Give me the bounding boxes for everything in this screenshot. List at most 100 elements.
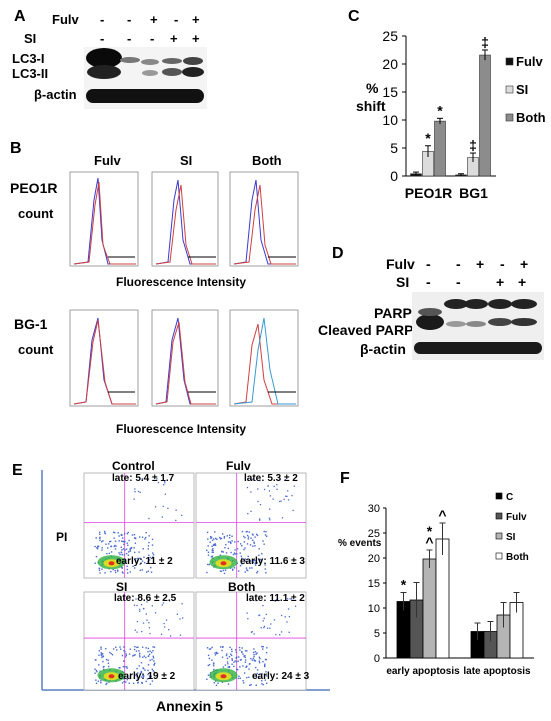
flow-event bbox=[246, 612, 248, 614]
flow-event bbox=[246, 665, 248, 668]
parp-band bbox=[488, 318, 512, 326]
flow-event bbox=[138, 551, 140, 553]
flow-event bbox=[219, 646, 222, 648]
panel-d-si-sign: + bbox=[496, 274, 505, 290]
bar bbox=[435, 538, 450, 659]
panel-a-fulv-sign: - bbox=[127, 12, 132, 27]
flow-event bbox=[150, 566, 152, 569]
flow-event bbox=[124, 651, 126, 653]
flow-event bbox=[102, 540, 104, 542]
flow-event bbox=[150, 651, 153, 654]
flow-event bbox=[168, 629, 170, 631]
flow-event bbox=[230, 654, 233, 657]
flow-event bbox=[148, 653, 151, 656]
flow-event bbox=[264, 568, 266, 570]
flow-event bbox=[255, 533, 258, 536]
density-core bbox=[215, 559, 232, 568]
flow-event bbox=[147, 664, 150, 666]
flow-event bbox=[121, 571, 124, 573]
flow-event bbox=[213, 543, 215, 546]
flow-event bbox=[265, 613, 267, 616]
flow-event bbox=[102, 655, 105, 657]
flow-event bbox=[151, 544, 154, 546]
flow-event bbox=[148, 655, 150, 657]
flow-event bbox=[242, 682, 245, 684]
flow-event bbox=[266, 627, 269, 629]
flow-event bbox=[253, 653, 255, 656]
flow-early-value: early: 11.6 ± 3 bbox=[240, 556, 305, 567]
flow-event bbox=[227, 683, 230, 685]
flow-event bbox=[278, 500, 281, 503]
flow-event bbox=[139, 656, 141, 658]
flow-event bbox=[120, 552, 123, 554]
panel-a-band-label: β-actin bbox=[34, 87, 77, 102]
flow-event bbox=[229, 563, 231, 566]
flow-event bbox=[251, 659, 254, 661]
flow-event bbox=[261, 553, 263, 555]
flow-event bbox=[100, 654, 103, 656]
flow-event bbox=[120, 648, 122, 650]
flow-event bbox=[250, 537, 252, 539]
flow-event bbox=[235, 677, 238, 679]
flow-event bbox=[233, 661, 235, 663]
flow-event bbox=[97, 545, 100, 548]
flow-event bbox=[258, 614, 261, 616]
flow-event bbox=[120, 533, 123, 536]
flow-event bbox=[101, 547, 103, 549]
flow-event bbox=[244, 672, 246, 674]
flow-event bbox=[145, 531, 147, 534]
flow-event bbox=[137, 646, 139, 648]
flow-event bbox=[223, 535, 226, 538]
flow-event bbox=[147, 548, 149, 550]
flow-event bbox=[213, 566, 215, 568]
flow-event bbox=[110, 562, 112, 565]
flow-event bbox=[147, 545, 150, 547]
flow-event bbox=[125, 552, 128, 555]
flow-event bbox=[249, 663, 251, 665]
flow-event bbox=[108, 675, 111, 677]
flow-event bbox=[207, 674, 210, 676]
panel-d-si-label: SI bbox=[396, 274, 410, 290]
flow-event bbox=[224, 546, 226, 549]
flow-event bbox=[127, 531, 129, 534]
density-core bbox=[108, 674, 115, 679]
flow-event bbox=[263, 664, 266, 667]
flow-event bbox=[152, 646, 154, 648]
flow-event bbox=[99, 533, 101, 536]
flow-event bbox=[97, 546, 99, 548]
flow-event bbox=[268, 517, 271, 519]
flow-event bbox=[213, 662, 215, 664]
flow-event bbox=[115, 545, 117, 547]
flow-event bbox=[258, 614, 260, 617]
flow-event bbox=[221, 646, 224, 649]
legend-label: Fulv bbox=[506, 512, 527, 523]
legend-label: Both bbox=[516, 110, 546, 125]
flow-event bbox=[206, 571, 208, 574]
flow-event bbox=[102, 675, 104, 677]
flow-event bbox=[252, 651, 255, 654]
panel-a-si-sign: - bbox=[150, 31, 155, 46]
y-tick-label: 25 bbox=[382, 28, 398, 44]
flow-event bbox=[101, 568, 103, 570]
significance-mark: * bbox=[437, 102, 443, 118]
flow-event bbox=[111, 563, 113, 565]
panel-a-fulv-sign: + bbox=[192, 12, 200, 27]
flow-event bbox=[241, 651, 243, 653]
flow-event bbox=[242, 679, 244, 682]
flow-event bbox=[151, 538, 154, 541]
flow-event bbox=[258, 661, 261, 664]
flow-event bbox=[246, 569, 249, 572]
flow-event bbox=[109, 679, 112, 682]
flow-event bbox=[255, 684, 257, 686]
flow-event bbox=[254, 545, 256, 547]
flow-early-value: early: 24 ± 3 bbox=[252, 671, 310, 682]
flow-event bbox=[248, 531, 251, 533]
significance-mark: ^ bbox=[438, 507, 446, 523]
flow-event bbox=[262, 645, 264, 648]
flow-event bbox=[251, 533, 254, 535]
significance-mark: ‡ bbox=[469, 137, 477, 153]
flow-event bbox=[263, 626, 265, 629]
flow-event bbox=[276, 483, 278, 486]
flow-event bbox=[119, 646, 121, 648]
